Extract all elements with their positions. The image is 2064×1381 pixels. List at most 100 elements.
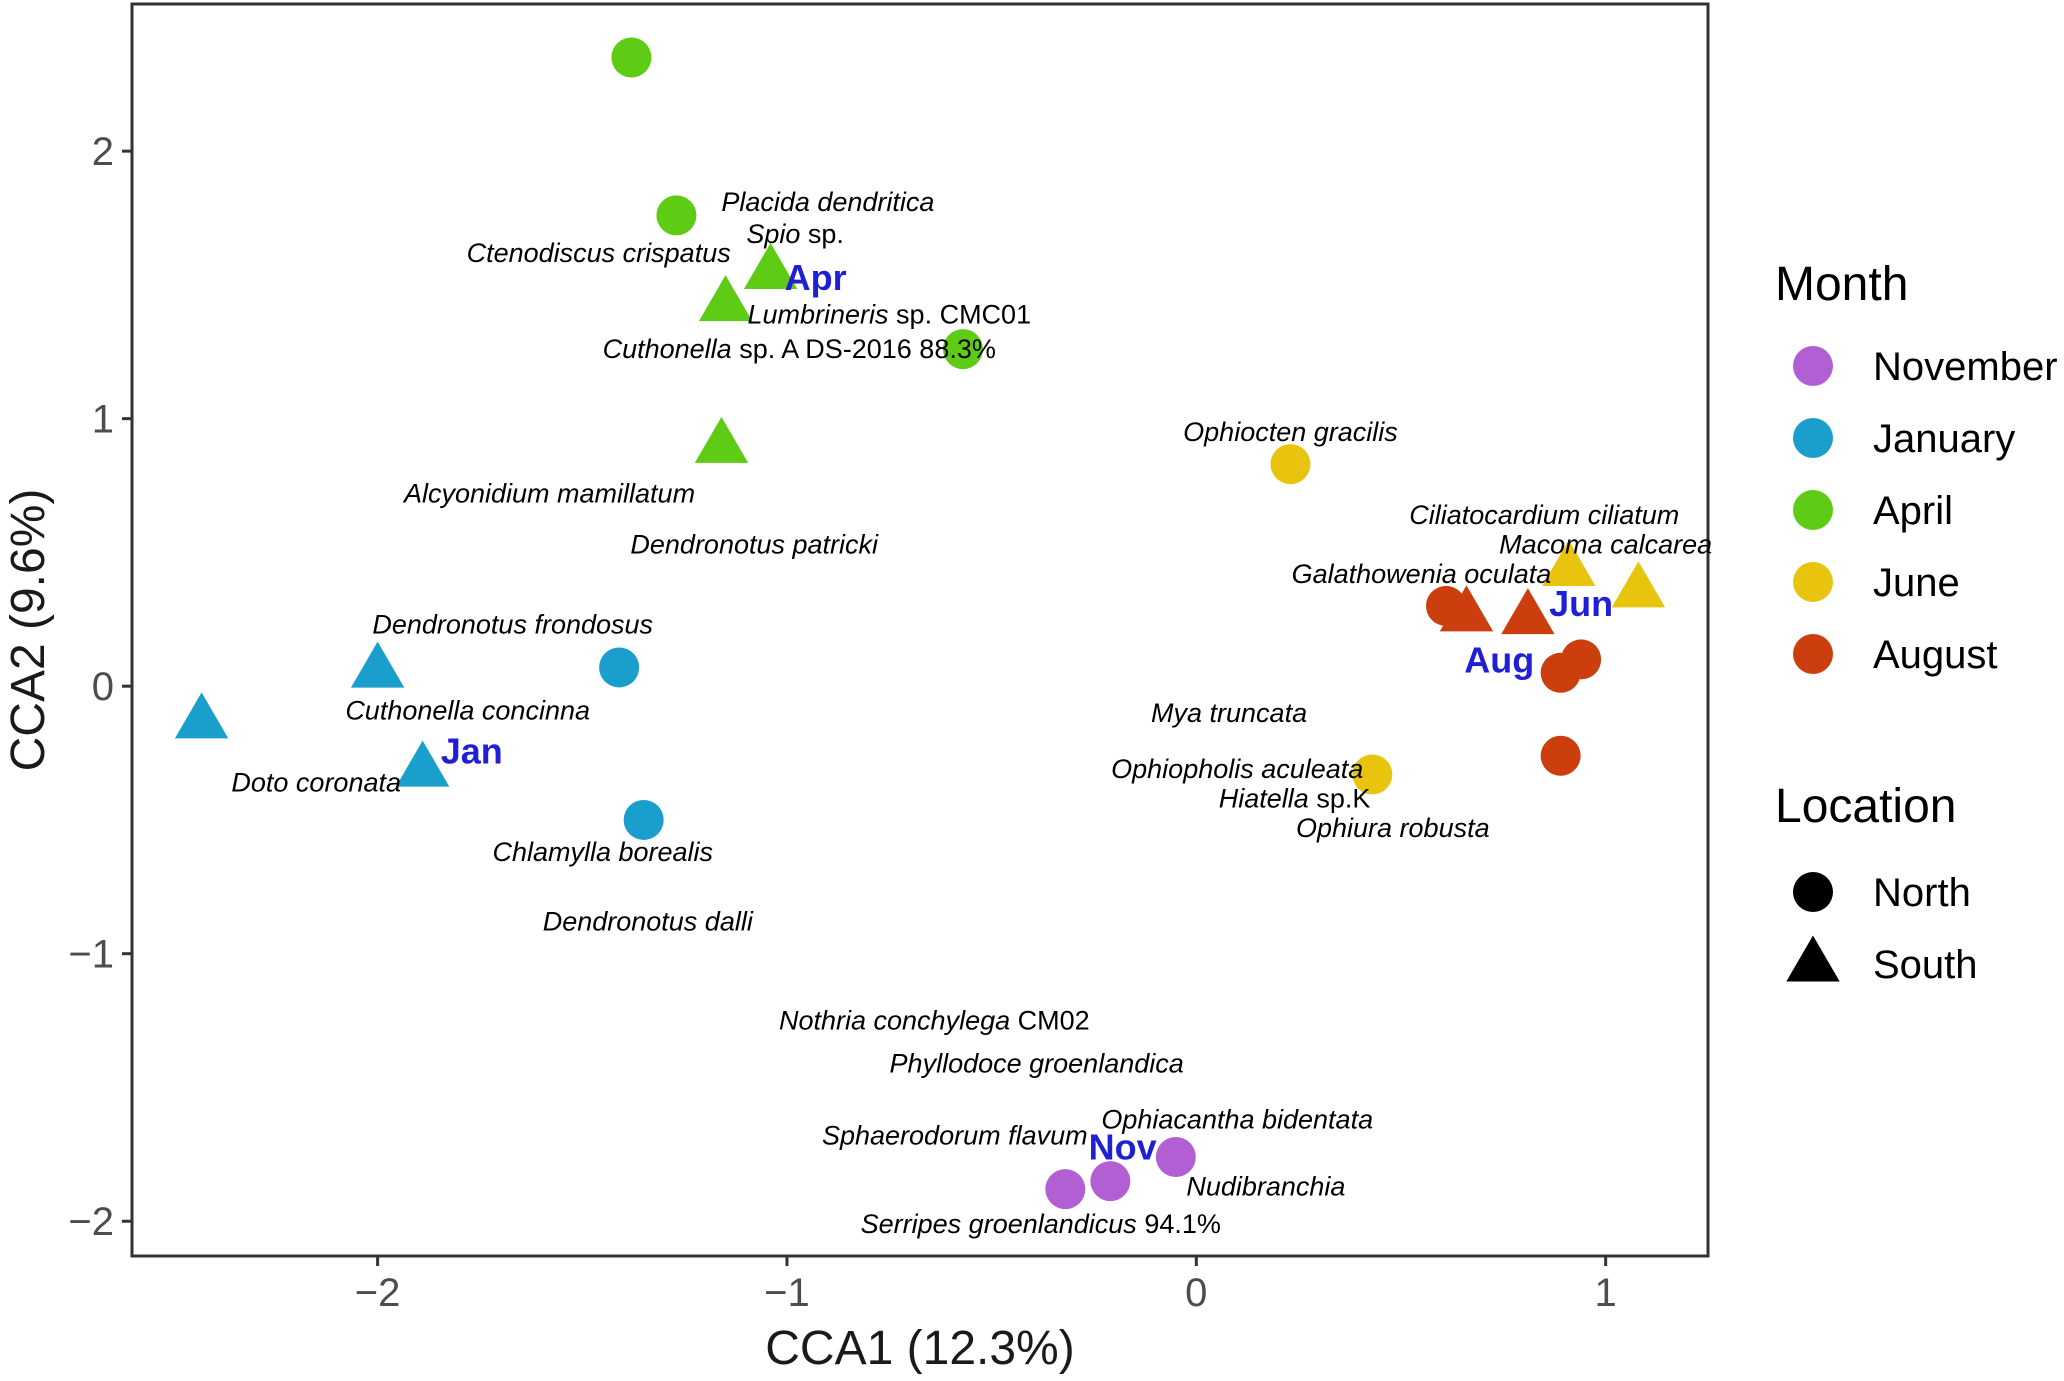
species-label-lumbrineris: Lumbrineris sp. CMC01: [747, 299, 1031, 329]
legend-key-august: [1793, 634, 1833, 674]
species-label-serripes-groenlandicus: Serripes groenlandicus 94.1%: [861, 1209, 1221, 1239]
species-name: Ophiacantha bidentata: [1101, 1105, 1373, 1135]
species-label-phyllodoce-groenlandica: Phyllodoce groenlandica: [890, 1048, 1184, 1078]
species-name: Cuthonella: [603, 334, 732, 364]
legend-month-title: Month: [1775, 258, 1908, 311]
month-label-jan: Jan: [441, 730, 503, 771]
species-label-alcyonidium-mamillatum: Alcyonidium mamillatum: [402, 479, 695, 509]
x-axis: −2 −1 0 1: [355, 1256, 1617, 1315]
legend-key-north: [1793, 872, 1833, 912]
species-name: Ophiocten gracilis: [1183, 417, 1398, 447]
legend-label-january: January: [1873, 417, 2015, 461]
legend-locations: North South: [1786, 871, 1978, 987]
x-axis-title: CCA1 (12.3%): [765, 1322, 1074, 1375]
species-label-placida-dendritica: Placida dendritica: [721, 187, 934, 217]
point-april-north: [656, 195, 697, 236]
point-january-south: [350, 641, 405, 688]
point-august-south: [1501, 588, 1555, 635]
species-name: Mya truncata: [1151, 698, 1307, 728]
point-april-south: [743, 243, 798, 290]
point-april-south: [694, 416, 749, 463]
species-label-ophiopholis-aculeata: Ophiopholis aculeata: [1111, 754, 1363, 784]
legend-key-january: [1793, 418, 1833, 458]
species-label-doto-coronata: Doto coronata: [231, 767, 401, 797]
species-label-sphaerodorum-flavum: Sphaerodorum flavum: [822, 1121, 1088, 1151]
point-april-south: [698, 275, 753, 322]
species-label-dendronotus-dalli: Dendronotus dalli: [543, 907, 754, 937]
species-label-ophiocten-gracilis: Ophiocten gracilis: [1183, 417, 1398, 447]
legend-label-june: June: [1873, 561, 1960, 605]
month-label-apr: Apr: [785, 257, 847, 298]
point-january-north: [623, 799, 664, 840]
point-april-north: [611, 37, 652, 78]
species-name: Dendronotus patricki: [630, 529, 879, 559]
x-tick-label: 0: [1185, 1271, 1207, 1315]
species-label-spio: Spio sp.: [746, 219, 844, 249]
x-tick-label: −1: [764, 1271, 810, 1315]
species-suffix: sp.: [800, 219, 844, 249]
species-label-hiatella: Hiatella sp.K: [1219, 784, 1371, 814]
y-axis: −2 −1 0 1 2: [68, 130, 132, 1244]
species-name: Chlamylla borealis: [492, 837, 713, 867]
species-suffix: CM02: [1010, 1006, 1090, 1036]
species-name: Hiatella: [1219, 784, 1309, 814]
species-suffix: sp.K: [1309, 784, 1371, 814]
species-name: Alcyonidium mamillatum: [402, 479, 695, 509]
point-january-north: [599, 647, 640, 688]
point-november-north: [1155, 1137, 1196, 1178]
species-name: Macoma calcarea: [1499, 529, 1712, 559]
y-tick-label: −2: [68, 1200, 114, 1244]
species-label-chlamylla-borealis: Chlamylla borealis: [492, 837, 713, 867]
point-january-south: [174, 692, 229, 739]
month-label-nov: Nov: [1089, 1126, 1157, 1167]
point-november-north: [1090, 1161, 1131, 1202]
species-label-cuthonella: Cuthonella sp. A DS-2016 88.3%: [603, 334, 996, 364]
species-name: Ophiopholis aculeata: [1111, 754, 1363, 784]
y-tick-label: 2: [92, 130, 114, 174]
species-name: Lumbrineris: [747, 299, 888, 329]
point-june-south: [1542, 539, 1596, 586]
species-name: Sphaerodorum flavum: [822, 1121, 1088, 1151]
month-labels: Apr Jan Jun Aug Nov: [441, 257, 1613, 1167]
legend-key-june: [1793, 562, 1833, 602]
species-label-nothria-conchylega: Nothria conchylega CM02: [779, 1006, 1090, 1036]
y-axis-title: CCA2 (9.6%): [2, 489, 55, 772]
x-tick-label: −2: [355, 1271, 401, 1315]
y-tick-label: 0: [92, 665, 114, 709]
legend-label-november: November: [1873, 345, 2058, 389]
species-name: Doto coronata: [231, 767, 401, 797]
species-label-ophiura-robusta: Ophiura robusta: [1296, 813, 1490, 843]
species-label-ciliatocardium-ciliatum: Ciliatocardium ciliatum: [1409, 500, 1679, 530]
species-name: Serripes groenlandicus: [861, 1209, 1137, 1239]
species-label-nudibranchia: Nudibranchia: [1186, 1171, 1345, 1201]
month-label-aug: Aug: [1464, 639, 1534, 680]
species-label-dendronotus-patricki: Dendronotus patricki: [630, 529, 879, 559]
species-suffix: sp. CMC01: [889, 299, 1032, 329]
legend-key-south: [1786, 935, 1840, 982]
species-label-ophiacantha-bidentata: Ophiacantha bidentata: [1101, 1105, 1373, 1135]
y-tick-label: 1: [92, 398, 114, 442]
point-november-north: [1045, 1169, 1086, 1210]
point-august-north: [1540, 652, 1581, 693]
month-label-jun: Jun: [1549, 583, 1613, 624]
species-label-cuthonella-concinna: Cuthonella concinna: [345, 695, 590, 725]
species-name: Galathowenia oculata: [1292, 559, 1552, 589]
species-name: Cuthonella concinna: [345, 695, 590, 725]
legend-label-april: April: [1873, 489, 1953, 533]
legend-key-november: [1793, 346, 1833, 386]
species-name: Dendronotus frondosus: [372, 610, 653, 640]
point-august-south: [1439, 585, 1494, 632]
species-label-mya-truncata: Mya truncata: [1151, 698, 1307, 728]
point-june-south: [1611, 561, 1666, 608]
species-name: Ciliatocardium ciliatum: [1409, 500, 1679, 530]
points-layer: [174, 37, 1666, 1210]
species-name: Nudibranchia: [1186, 1171, 1345, 1201]
species-suffix: 94.1%: [1137, 1209, 1221, 1239]
species-label-ctenodiscus-crispatus: Ctenodiscus crispatus: [467, 238, 731, 268]
species-name: Phyllodoce groenlandica: [890, 1048, 1184, 1078]
point-august-north: [1540, 735, 1581, 776]
point-june-north: [1270, 444, 1311, 485]
point-january-south: [395, 740, 450, 787]
legend-label-august: August: [1873, 633, 1998, 677]
